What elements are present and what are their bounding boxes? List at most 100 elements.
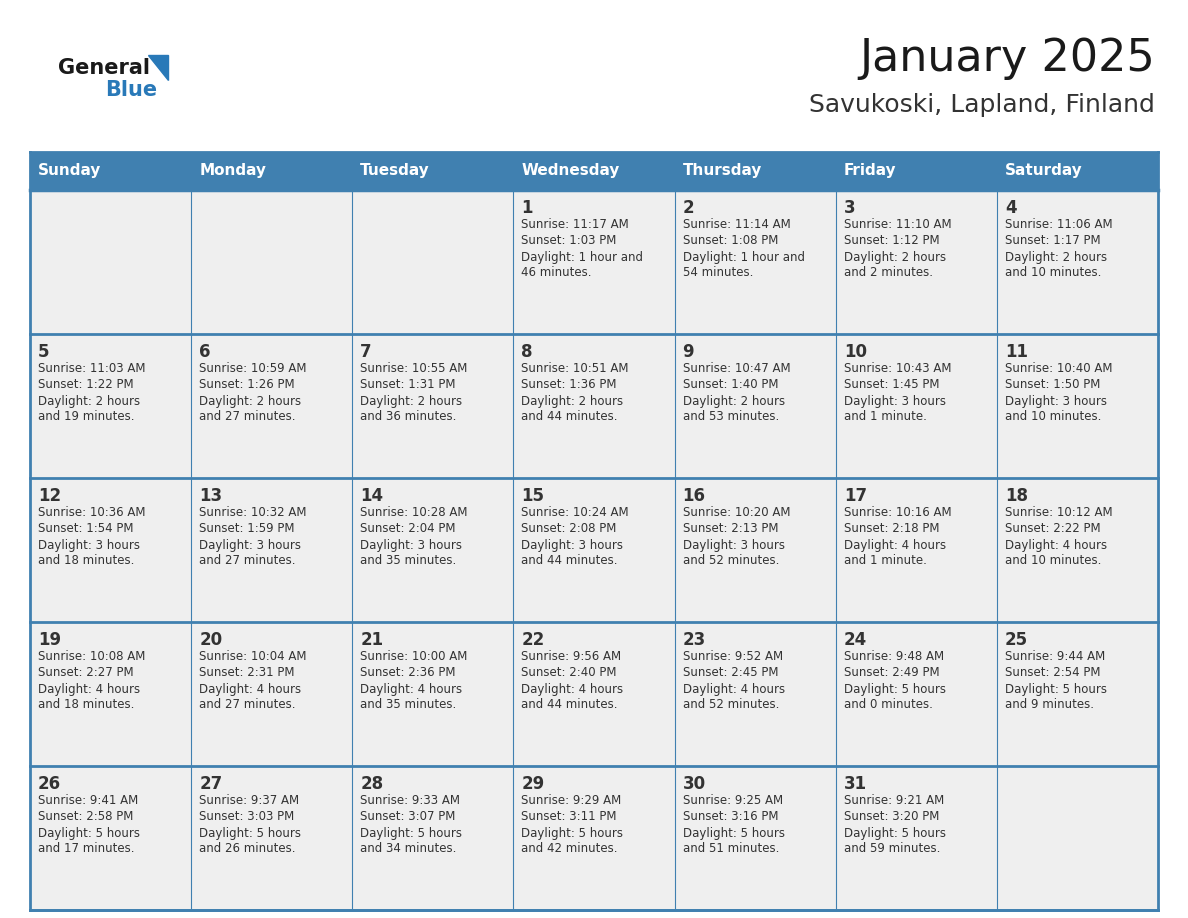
Text: Sunset: 3:07 PM: Sunset: 3:07 PM [360, 811, 456, 823]
Text: Daylight: 3 hours: Daylight: 3 hours [683, 539, 784, 552]
Text: 17: 17 [843, 487, 867, 505]
Bar [997, 478, 1158, 622]
Bar [675, 334, 835, 478]
Text: Sunrise: 10:08 AM: Sunrise: 10:08 AM [38, 651, 145, 664]
Text: Sunrise: 10:47 AM: Sunrise: 10:47 AM [683, 363, 790, 375]
Text: Sunset: 2:04 PM: Sunset: 2:04 PM [360, 522, 456, 535]
Text: Sunset: 3:11 PM: Sunset: 3:11 PM [522, 811, 617, 823]
Bar [30, 190, 191, 334]
Text: and 9 minutes.: and 9 minutes. [1005, 699, 1094, 711]
Text: Sunrise: 10:55 AM: Sunrise: 10:55 AM [360, 363, 468, 375]
Text: and 51 minutes.: and 51 minutes. [683, 843, 779, 856]
Text: Sunrise: 11:17 AM: Sunrise: 11:17 AM [522, 218, 630, 231]
Bar [30, 622, 191, 766]
Text: and 2 minutes.: and 2 minutes. [843, 266, 933, 279]
Text: Daylight: 5 hours: Daylight: 5 hours [360, 826, 462, 839]
Text: Daylight: 5 hours: Daylight: 5 hours [38, 826, 140, 839]
Text: Sunrise: 9:48 AM: Sunrise: 9:48 AM [843, 651, 943, 664]
Text: 8: 8 [522, 343, 533, 361]
Text: Sunset: 1:17 PM: Sunset: 1:17 PM [1005, 234, 1100, 248]
Text: 30: 30 [683, 775, 706, 793]
Text: Daylight: 3 hours: Daylight: 3 hours [38, 539, 140, 552]
Text: and 35 minutes.: and 35 minutes. [360, 554, 456, 567]
Text: Sunrise: 11:06 AM: Sunrise: 11:06 AM [1005, 218, 1112, 231]
Bar [675, 622, 835, 766]
Text: Daylight: 3 hours: Daylight: 3 hours [843, 395, 946, 408]
Text: Sunrise: 10:28 AM: Sunrise: 10:28 AM [360, 507, 468, 520]
Text: General: General [58, 58, 150, 78]
Text: Sunset: 3:03 PM: Sunset: 3:03 PM [200, 811, 295, 823]
Text: Daylight: 3 hours: Daylight: 3 hours [1005, 395, 1107, 408]
Bar [191, 334, 353, 478]
Text: and 27 minutes.: and 27 minutes. [200, 699, 296, 711]
Text: and 1 minute.: and 1 minute. [843, 410, 927, 423]
Text: Sunrise: 10:24 AM: Sunrise: 10:24 AM [522, 507, 630, 520]
Bar [997, 190, 1158, 334]
Text: Daylight: 4 hours: Daylight: 4 hours [683, 682, 785, 696]
Bar [353, 766, 513, 910]
Text: Sunset: 2:22 PM: Sunset: 2:22 PM [1005, 522, 1100, 535]
Bar [191, 766, 353, 910]
Bar [835, 478, 997, 622]
Text: Sunrise: 9:25 AM: Sunrise: 9:25 AM [683, 794, 783, 808]
Bar [835, 766, 997, 910]
Text: 18: 18 [1005, 487, 1028, 505]
Bar [353, 478, 513, 622]
Text: 54 minutes.: 54 minutes. [683, 266, 753, 279]
Text: and 10 minutes.: and 10 minutes. [1005, 266, 1101, 279]
Text: Friday: Friday [843, 163, 896, 178]
Text: Sunrise: 9:37 AM: Sunrise: 9:37 AM [200, 794, 299, 808]
Text: 11: 11 [1005, 343, 1028, 361]
Text: and 53 minutes.: and 53 minutes. [683, 410, 779, 423]
Text: Wednesday: Wednesday [522, 163, 620, 178]
Text: Daylight: 5 hours: Daylight: 5 hours [522, 826, 624, 839]
Text: Sunrise: 10:20 AM: Sunrise: 10:20 AM [683, 507, 790, 520]
Text: Sunrise: 10:32 AM: Sunrise: 10:32 AM [200, 507, 307, 520]
Bar [997, 622, 1158, 766]
Text: 5: 5 [38, 343, 50, 361]
Text: 6: 6 [200, 343, 210, 361]
Bar [30, 152, 1158, 190]
Text: Sunset: 2:58 PM: Sunset: 2:58 PM [38, 811, 133, 823]
Text: 22: 22 [522, 631, 544, 649]
Text: Sunrise: 10:59 AM: Sunrise: 10:59 AM [200, 363, 307, 375]
Text: Sunset: 3:20 PM: Sunset: 3:20 PM [843, 811, 939, 823]
Text: Sunrise: 9:33 AM: Sunrise: 9:33 AM [360, 794, 460, 808]
Text: Sunset: 2:36 PM: Sunset: 2:36 PM [360, 666, 456, 679]
Bar [513, 334, 675, 478]
Text: Sunset: 1:45 PM: Sunset: 1:45 PM [843, 378, 940, 391]
Text: Daylight: 2 hours: Daylight: 2 hours [522, 395, 624, 408]
Text: Sunrise: 10:40 AM: Sunrise: 10:40 AM [1005, 363, 1112, 375]
Text: 15: 15 [522, 487, 544, 505]
Text: Blue: Blue [105, 80, 157, 100]
Text: 13: 13 [200, 487, 222, 505]
Text: Sunset: 2:31 PM: Sunset: 2:31 PM [200, 666, 295, 679]
Text: Sunrise: 11:03 AM: Sunrise: 11:03 AM [38, 363, 145, 375]
Text: and 19 minutes.: and 19 minutes. [38, 410, 134, 423]
Text: and 1 minute.: and 1 minute. [843, 554, 927, 567]
Text: Sunrise: 9:52 AM: Sunrise: 9:52 AM [683, 651, 783, 664]
Text: and 10 minutes.: and 10 minutes. [1005, 410, 1101, 423]
Bar [191, 478, 353, 622]
Text: Daylight: 1 hour and: Daylight: 1 hour and [522, 251, 644, 263]
Text: 19: 19 [38, 631, 61, 649]
Text: 26: 26 [38, 775, 61, 793]
Text: Sunrise: 10:36 AM: Sunrise: 10:36 AM [38, 507, 145, 520]
Text: and 18 minutes.: and 18 minutes. [38, 554, 134, 567]
Text: 7: 7 [360, 343, 372, 361]
Text: Daylight: 4 hours: Daylight: 4 hours [38, 682, 140, 696]
Text: Sunday: Sunday [38, 163, 101, 178]
Text: and 10 minutes.: and 10 minutes. [1005, 554, 1101, 567]
Text: Sunset: 1:26 PM: Sunset: 1:26 PM [200, 378, 295, 391]
Text: 27: 27 [200, 775, 222, 793]
Text: and 44 minutes.: and 44 minutes. [522, 699, 618, 711]
Text: and 44 minutes.: and 44 minutes. [522, 410, 618, 423]
Text: and 0 minutes.: and 0 minutes. [843, 699, 933, 711]
Text: 4: 4 [1005, 199, 1017, 217]
Text: Sunset: 1:12 PM: Sunset: 1:12 PM [843, 234, 940, 248]
Text: Sunset: 1:40 PM: Sunset: 1:40 PM [683, 378, 778, 391]
Text: 24: 24 [843, 631, 867, 649]
Text: Daylight: 4 hours: Daylight: 4 hours [200, 682, 302, 696]
Text: Sunset: 1:08 PM: Sunset: 1:08 PM [683, 234, 778, 248]
Bar [513, 478, 675, 622]
